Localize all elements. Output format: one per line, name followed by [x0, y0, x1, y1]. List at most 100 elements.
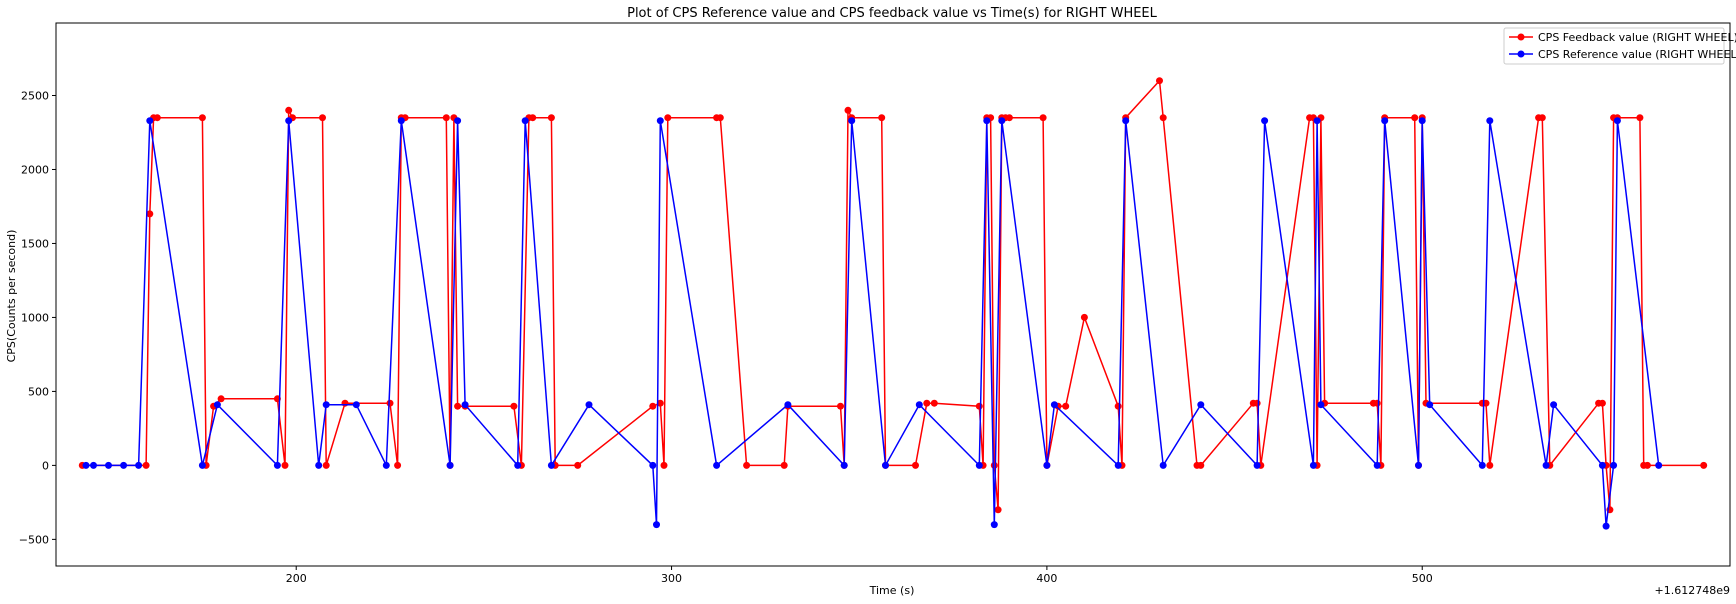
reference-point	[1655, 461, 1663, 469]
reference-point	[1613, 117, 1621, 125]
feedback-point	[1253, 399, 1261, 407]
feedback-point	[386, 399, 394, 407]
feedback-point	[574, 461, 582, 469]
reference-point	[975, 461, 983, 469]
feedback-point	[1636, 114, 1644, 122]
x-tick-label: 400	[1036, 572, 1057, 585]
feedback-point	[510, 402, 518, 410]
feedback-point	[780, 461, 788, 469]
x-tick-label: 500	[1412, 572, 1433, 585]
reference-point	[146, 117, 154, 125]
feedback-point	[994, 506, 1002, 514]
reference-point	[998, 117, 1006, 125]
feedback-point	[660, 461, 668, 469]
reference-point	[135, 461, 143, 469]
feedback-point	[743, 461, 751, 469]
reference-point	[1381, 117, 1389, 125]
feedback-point	[146, 210, 154, 218]
reference-point	[990, 521, 998, 529]
feedback-point	[319, 114, 326, 122]
feedback-point	[1373, 399, 1381, 407]
reference-point	[82, 461, 90, 469]
reference-point	[1197, 401, 1205, 409]
feedback-point	[1700, 461, 1708, 469]
reference-point	[514, 461, 522, 469]
feedback-point	[1039, 114, 1047, 122]
legend-reference-label: CPS Reference value (RIGHT WHEEL)	[1538, 48, 1736, 61]
reference-point	[585, 401, 593, 409]
reference-point	[983, 117, 991, 125]
chart-title: Plot of CPS Reference value and CPS feed…	[627, 6, 1158, 21]
reference-point	[1043, 461, 1051, 469]
reference-point	[1309, 461, 1317, 469]
y-axis-label: CPS(Counts per second)	[5, 230, 18, 363]
feedback-point	[547, 114, 555, 122]
legend-feedback-marker	[1517, 33, 1525, 41]
reference-point	[1418, 117, 1426, 125]
feedback-point	[1156, 77, 1163, 85]
x-tick-label: 200	[286, 572, 307, 585]
legend-box	[1503, 27, 1725, 65]
feedback-point	[878, 114, 886, 122]
x-axis-ticks: 200 300 400 500	[286, 566, 1433, 585]
reference-point	[90, 461, 97, 469]
feedback-point	[930, 399, 938, 407]
reference-point	[213, 401, 221, 409]
feedback-point	[975, 402, 983, 410]
reference-point	[1486, 117, 1494, 125]
feedback-point	[217, 395, 225, 403]
feedback-point	[1005, 114, 1013, 122]
reference-point	[1415, 461, 1422, 469]
reference-point	[1253, 461, 1261, 469]
reference-series	[82, 117, 1663, 530]
feedback-point	[142, 461, 150, 469]
feedback-point	[281, 461, 289, 469]
legend: CPS Feedback value (RIGHT WHEEL) CPS Ref…	[1503, 27, 1736, 65]
feedback-point	[341, 399, 349, 407]
feedback-point	[1080, 313, 1088, 321]
reference-point	[1050, 401, 1058, 409]
reference-point	[882, 461, 889, 469]
feedback-point	[1062, 402, 1070, 410]
reference-point	[1542, 461, 1550, 469]
reference-point	[454, 117, 462, 125]
reference-point	[1598, 461, 1606, 469]
reference-point	[120, 461, 128, 469]
x-offset-text: +1.612748e9	[1655, 584, 1730, 597]
reference-point	[322, 401, 330, 409]
reference-point	[1159, 461, 1167, 469]
feedback-point	[664, 114, 672, 122]
feedback-point	[1114, 402, 1122, 410]
feedback-point	[322, 461, 330, 469]
y-tick-label: 500	[28, 385, 49, 398]
y-tick-label: 1500	[21, 237, 49, 250]
feedback-point	[716, 114, 724, 122]
reference-point	[1317, 401, 1325, 409]
reference-point	[1261, 117, 1269, 125]
reference-point	[547, 461, 555, 469]
feedback-point	[153, 114, 161, 122]
reference-point	[1122, 117, 1130, 125]
reference-point	[273, 461, 281, 469]
plot-area	[55, 22, 1731, 567]
reference-point	[1602, 522, 1610, 530]
reference-point	[1610, 461, 1618, 469]
feedback-point	[1538, 114, 1546, 122]
feedback-point	[198, 114, 206, 122]
reference-point	[1478, 461, 1486, 469]
feedback-point	[1486, 461, 1494, 469]
reference-point	[653, 521, 660, 529]
y-tick-label: 2000	[21, 163, 49, 176]
reference-point	[915, 401, 923, 409]
legend-reference-marker	[1517, 50, 1525, 58]
feedback-point	[454, 402, 462, 410]
feedback-point	[990, 461, 998, 469]
reference-point	[446, 461, 454, 469]
x-tick-label: 300	[661, 572, 682, 585]
feedback-point	[1197, 461, 1205, 469]
reference-point	[1373, 461, 1381, 469]
feedback-point	[656, 399, 664, 407]
x-axis-label: Time (s)	[869, 584, 915, 597]
feedback-point	[442, 114, 450, 122]
